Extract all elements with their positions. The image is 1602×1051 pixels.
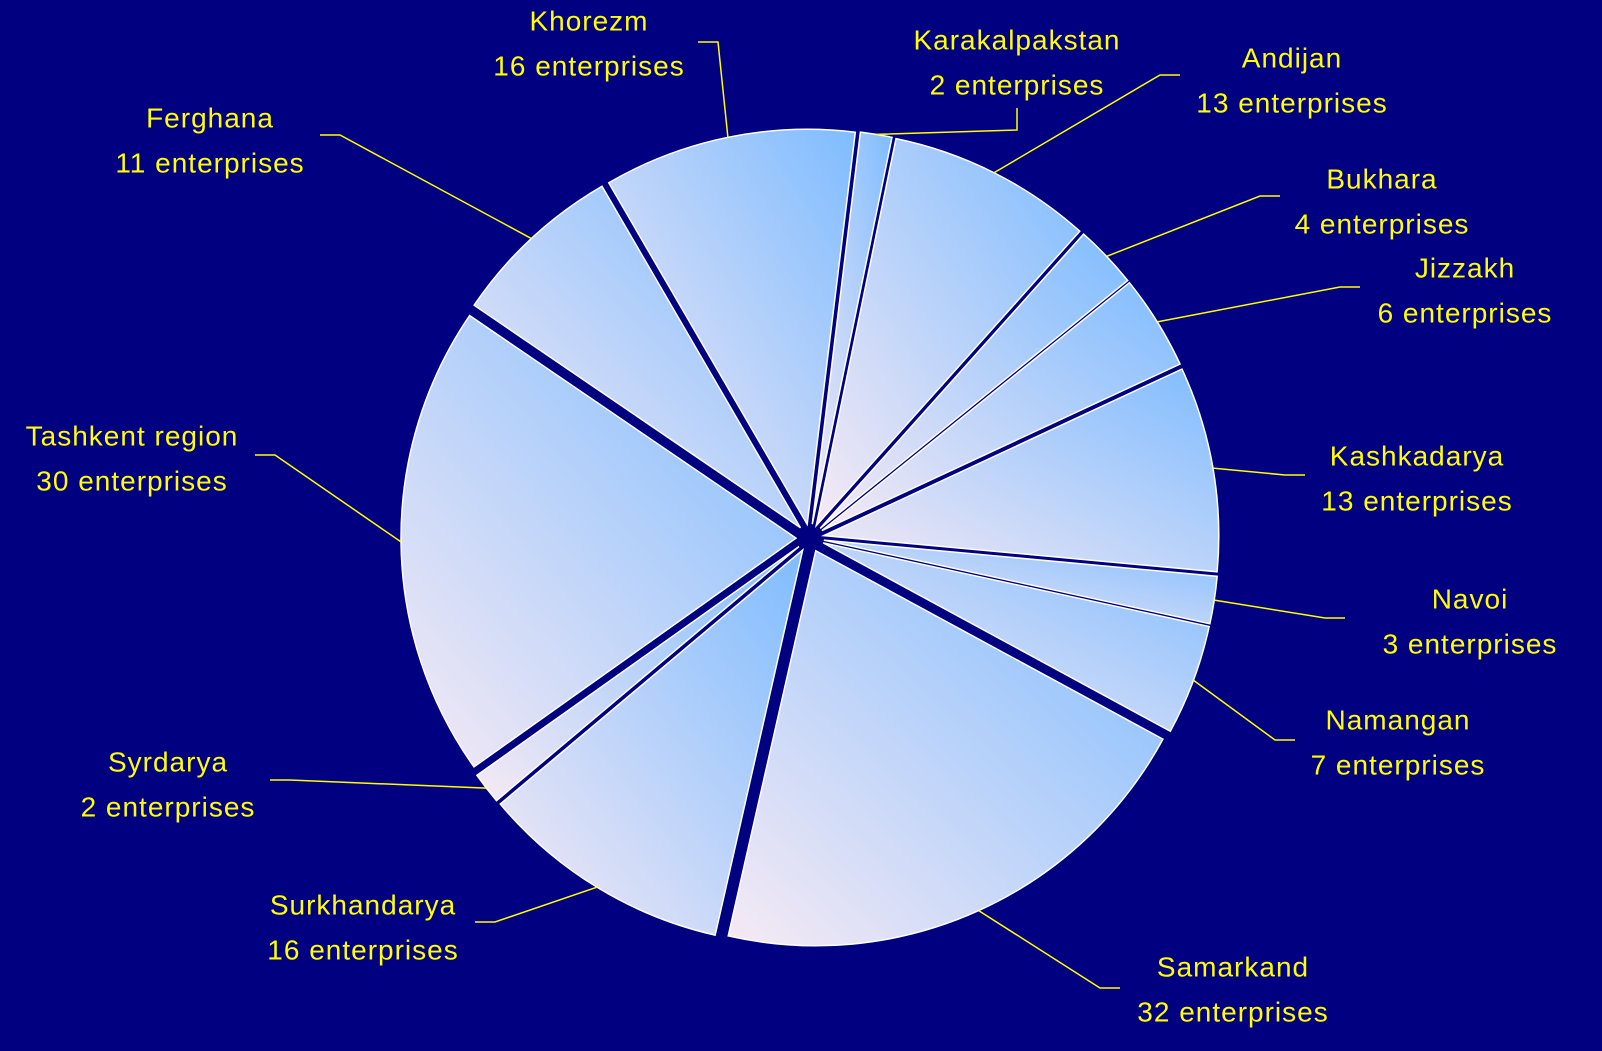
slice-value-label: 2 enterprises — [81, 791, 256, 822]
leader-line — [993, 74, 1180, 174]
slice-value-label: 4 enterprises — [1295, 208, 1470, 239]
pie-slice — [821, 281, 1182, 532]
slice-value-label: 13 enterprises — [1321, 485, 1512, 516]
pie-slice — [815, 137, 1081, 529]
slice-label: Khorezm — [529, 5, 648, 36]
slice-value-label: 2 enterprises — [930, 69, 1105, 100]
leader-line — [1157, 286, 1360, 323]
slice-label: Ferghana — [146, 102, 274, 133]
slice-value-label: 13 enterprises — [1196, 87, 1387, 118]
slice-value-label: 16 enterprises — [267, 934, 458, 965]
slice-label: Surkhandarya — [270, 889, 456, 920]
pie-slice — [822, 542, 1211, 733]
pie-slice — [819, 233, 1129, 529]
leader-line — [320, 134, 532, 240]
leader-line — [698, 41, 729, 138]
slice-label: Andijan — [1242, 42, 1342, 73]
pie-slice — [820, 368, 1220, 573]
slice-value-label: 16 enterprises — [493, 50, 684, 81]
slice-value-label: 3 enterprises — [1383, 628, 1558, 659]
pie-slice — [499, 547, 804, 937]
leader-line — [475, 886, 598, 923]
slice-label: Karakalpakstan — [913, 24, 1120, 55]
leader-line — [876, 108, 1018, 136]
slice-value-label: 30 enterprises — [36, 465, 227, 496]
slice-label: Tashkent region — [26, 420, 239, 451]
leader-line — [1214, 599, 1345, 619]
leader-line — [255, 454, 402, 543]
slice-label: Samarkand — [1157, 951, 1309, 982]
leader-line — [1106, 195, 1280, 258]
slice-label: Bukhara — [1326, 163, 1437, 194]
slice-label: Syrdarya — [108, 746, 228, 777]
leader-line — [270, 779, 487, 789]
slice-value-label: 11 enterprises — [115, 147, 304, 178]
leader-line — [978, 909, 1120, 989]
slice-label: Navoi — [1432, 583, 1509, 614]
pie-slice — [727, 549, 1164, 947]
slice-label: Kashkadarya — [1330, 440, 1504, 471]
slice-value-label: 6 enterprises — [1378, 297, 1553, 328]
leader-line — [1193, 679, 1295, 741]
slice-value-label: 32 enterprises — [1137, 996, 1328, 1027]
pie-slice — [473, 185, 802, 529]
slice-label: Namangan — [1326, 704, 1471, 735]
slice-value-label: 7 enterprises — [1311, 749, 1486, 780]
leader-line — [1212, 467, 1305, 476]
slice-label: Jizzakh — [1415, 252, 1515, 283]
